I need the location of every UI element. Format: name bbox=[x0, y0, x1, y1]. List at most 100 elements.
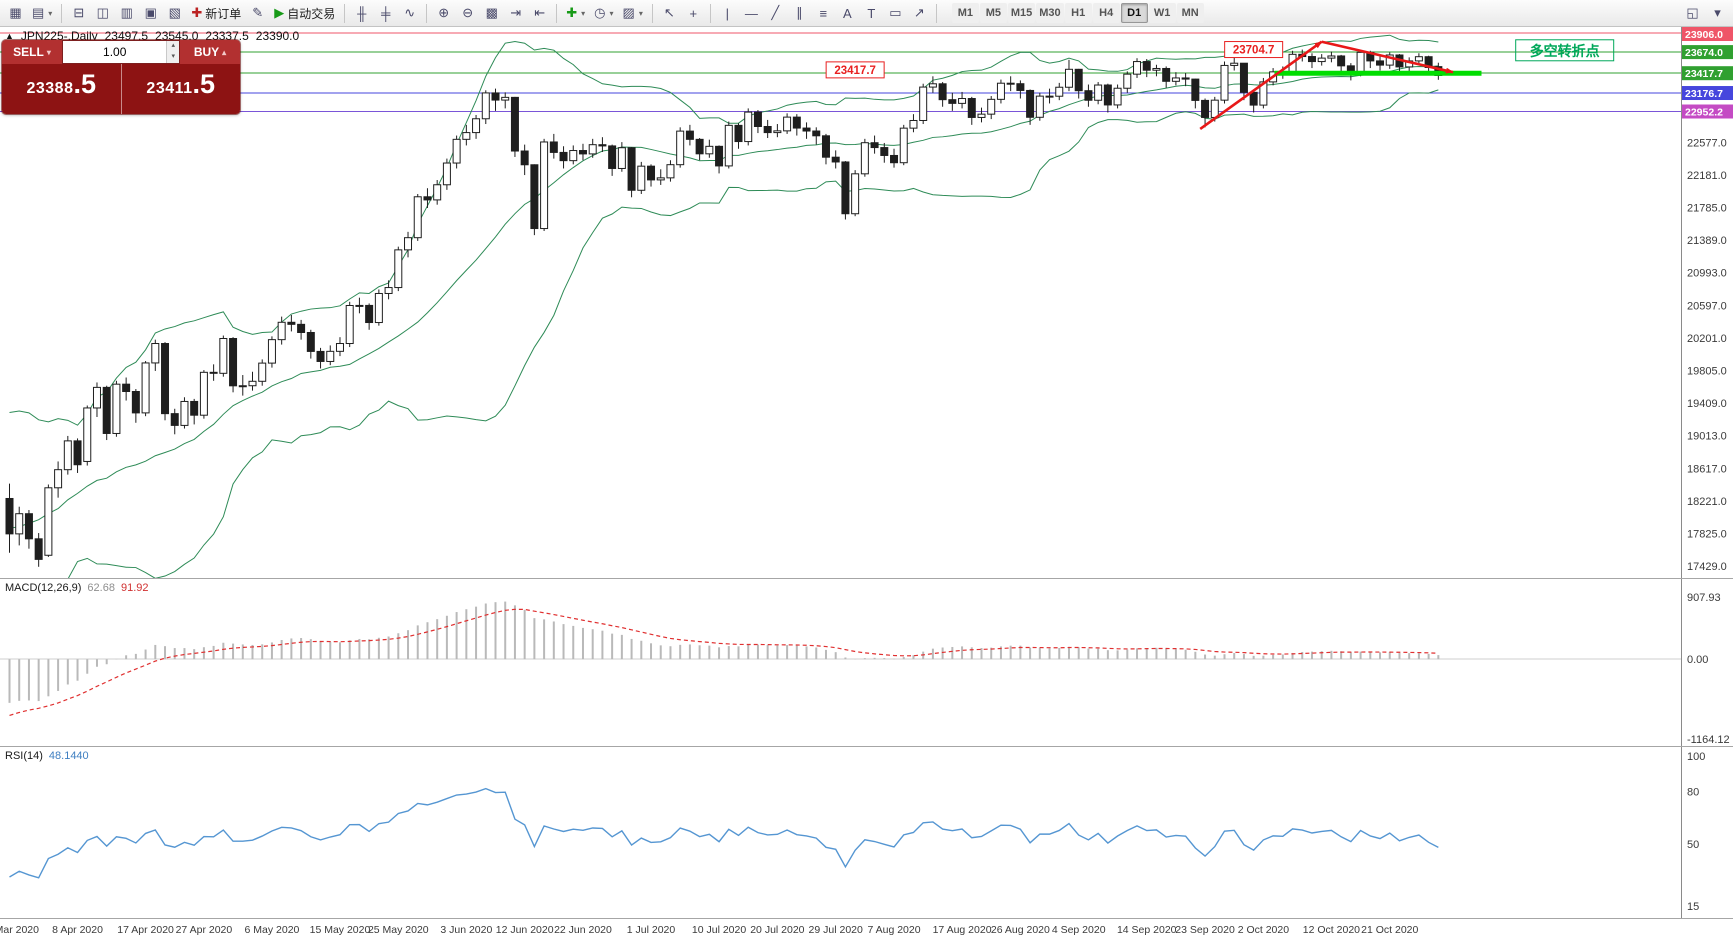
sell-button[interactable]: SELL ▾ bbox=[2, 40, 62, 64]
arrows-icon[interactable]: ↗ bbox=[908, 2, 931, 24]
svg-text:50: 50 bbox=[1687, 839, 1699, 851]
svg-text:30 Mar 2020: 30 Mar 2020 bbox=[0, 924, 39, 936]
channel-icon[interactable]: ∥ bbox=[788, 2, 811, 24]
svg-text:12 Jun 2020: 12 Jun 2020 bbox=[496, 924, 554, 936]
svg-text:22577.0: 22577.0 bbox=[1687, 137, 1727, 149]
text-icon[interactable]: A bbox=[836, 2, 859, 24]
shapes-icon[interactable]: ▭ bbox=[884, 2, 907, 24]
auto-scroll-icon-glyph: ⇥ bbox=[510, 5, 522, 20]
note-text: 多空转折点 bbox=[1530, 43, 1600, 59]
macd-panel[interactable] bbox=[0, 601, 1681, 716]
auto-scroll-icon[interactable]: ⇥ bbox=[504, 2, 527, 24]
strategy-tester-icon[interactable]: ▧ bbox=[163, 2, 186, 24]
buy-button[interactable]: BUY ▴ bbox=[180, 40, 240, 64]
toolbar-separator bbox=[556, 3, 558, 23]
zoom-out-icon[interactable]: ⊖ bbox=[456, 2, 479, 24]
new-order-button-label: 新订单 bbox=[205, 6, 242, 21]
timeframe-button-M5[interactable]: M5 bbox=[979, 3, 1007, 23]
periods-button[interactable]: ◷ ▾ bbox=[590, 2, 617, 24]
volume-input[interactable] bbox=[63, 41, 167, 63]
svg-text:22 Jun 2020: 22 Jun 2020 bbox=[554, 924, 612, 936]
axis-price-tag bbox=[1682, 45, 1733, 60]
volume-increase-button[interactable]: ▴ bbox=[167, 41, 179, 52]
terminal-icon[interactable]: ▣ bbox=[139, 2, 162, 24]
trend-arrow-line[interactable] bbox=[1321, 40, 1454, 74]
zoom-in-icon[interactable]: ⊕ bbox=[432, 2, 455, 24]
timeframe-button-M30[interactable]: M30 bbox=[1036, 3, 1064, 23]
cursor-icon[interactable]: ↖ bbox=[658, 2, 681, 24]
text-label-icon[interactable]: T bbox=[860, 2, 883, 24]
svg-text:18221.0: 18221.0 bbox=[1687, 496, 1727, 508]
svg-text:100: 100 bbox=[1687, 751, 1705, 763]
arrows-icon-glyph: ↗ bbox=[913, 5, 925, 20]
toolbar: ▦ ▤ ▾ ⊟ ◫ ▥ ▣ ▧ ✚ 新订单 ✎ ▶ 自动交易 ╫ ╪ ∿ ⊕ ⊖ ▩ ⇥ ⇤ ✚ ▾ ◷ ▾ ▨ ▾ ↖ + | ― ╱ ∥ ≡ A… bbox=[0, 0, 1733, 27]
svg-text:22181.0: 22181.0 bbox=[1687, 170, 1727, 182]
candlestick-series bbox=[5, 49, 1443, 567]
chart-area[interactable]: 23417.7 23704.7 多空转折点 22577.0 22181.0 21785.0… bbox=[0, 27, 1733, 941]
readout-low: 23337.5 bbox=[205, 29, 249, 43]
svg-text:2 Oct 2020: 2 Oct 2020 bbox=[1238, 924, 1290, 936]
timeframe-button-W1[interactable]: W1 bbox=[1148, 3, 1176, 23]
timeframe-button-H4[interactable]: H4 bbox=[1092, 3, 1120, 23]
toolbar-separator bbox=[651, 3, 653, 23]
market-watch-icon[interactable]: ⊟ bbox=[67, 2, 90, 24]
new-order-button-glyph: ✚ bbox=[191, 5, 203, 20]
vertical-line-icon[interactable]: | bbox=[716, 2, 739, 24]
trend-arrow-line[interactable] bbox=[1199, 40, 1323, 131]
buy-price-main: 23411 bbox=[146, 80, 193, 97]
candlestick-chart-icon[interactable]: ╪ bbox=[374, 2, 397, 24]
timeframe-button-M1[interactable]: M1 bbox=[951, 3, 979, 23]
svg-text:80: 80 bbox=[1687, 786, 1699, 798]
rsi-panel[interactable] bbox=[9, 787, 1439, 879]
templates-button[interactable]: ▨ ▾ bbox=[619, 2, 647, 24]
svg-text:21785.0: 21785.0 bbox=[1687, 203, 1727, 215]
svg-text:19013.0: 19013.0 bbox=[1687, 431, 1727, 443]
indicators-button[interactable]: ✚ ▾ bbox=[562, 2, 589, 24]
timeframe-button-H1[interactable]: H1 bbox=[1064, 3, 1092, 23]
dock-window-icon[interactable]: ◱ bbox=[1681, 2, 1704, 24]
rsi-line bbox=[9, 787, 1439, 879]
timeframe-button-MN[interactable]: MN bbox=[1176, 3, 1204, 23]
shapes-icon-glyph: ▭ bbox=[889, 5, 902, 20]
volume-decrease-button[interactable]: ▾ bbox=[167, 52, 179, 63]
price-annotation-box[interactable] bbox=[825, 61, 885, 79]
trendline-icon[interactable]: ╱ bbox=[764, 2, 787, 24]
dropdown-caret-icon: ▾ bbox=[609, 8, 614, 18]
main-price-panel[interactable]: 23417.7 23704.7 多空转折点 bbox=[0, 32, 1681, 644]
symbol-marker-icon: ▲ bbox=[5, 31, 14, 41]
sell-price-fraction: .5 bbox=[73, 69, 97, 99]
axis-price-tag bbox=[1682, 66, 1733, 81]
svg-text:21389.0: 21389.0 bbox=[1687, 235, 1727, 247]
tile-windows-icon[interactable]: ▩ bbox=[480, 2, 503, 24]
new-order-button[interactable]: ✚ 新订单 bbox=[187, 2, 245, 24]
timeframe-button-M15[interactable]: M15 bbox=[1007, 3, 1036, 23]
chart-canvas[interactable]: 23417.7 23704.7 多空转折点 22577.0 22181.0 21785.0… bbox=[0, 27, 1733, 941]
zoom-out-icon-glyph: ⊖ bbox=[462, 5, 474, 20]
timeframe-button-D1[interactable]: D1 bbox=[1120, 3, 1148, 23]
bar-chart-icon[interactable]: ╫ bbox=[350, 2, 373, 24]
navigator-icon[interactable]: ▥ bbox=[115, 2, 138, 24]
note-box[interactable] bbox=[1515, 39, 1615, 62]
zoom-in-icon-glyph: ⊕ bbox=[438, 5, 450, 20]
chart-shift-icon[interactable]: ⇤ bbox=[528, 2, 551, 24]
panel-toggle-icon[interactable]: ▾ bbox=[1706, 2, 1729, 24]
readout-high: 23545.0 bbox=[155, 29, 199, 43]
autotrading-button[interactable]: ▶ 自动交易 bbox=[270, 2, 339, 24]
svg-text:17 Aug 2020: 17 Aug 2020 bbox=[933, 924, 992, 936]
svg-text:10 Jul 2020: 10 Jul 2020 bbox=[692, 924, 746, 936]
svg-text:21 Oct 2020: 21 Oct 2020 bbox=[1361, 924, 1418, 936]
svg-text:27 Apr 2020: 27 Apr 2020 bbox=[176, 924, 233, 936]
svg-text:20 Jul 2020: 20 Jul 2020 bbox=[750, 924, 804, 936]
line-chart-icon[interactable]: ∿ bbox=[398, 2, 421, 24]
crosshair-icon[interactable]: + bbox=[682, 2, 705, 24]
data-window-icon[interactable]: ◫ bbox=[91, 2, 114, 24]
horizontal-line-icon[interactable]: ― bbox=[740, 2, 763, 24]
chart-profiles-icon[interactable]: ▤ ▾ bbox=[28, 2, 56, 24]
metaeditor-icon[interactable]: ✎ bbox=[246, 2, 269, 24]
price-annotation-box[interactable] bbox=[1224, 41, 1284, 59]
sell-price-button[interactable]: 23388 .5 bbox=[2, 64, 121, 114]
new-chart-icon[interactable]: ▦ bbox=[4, 2, 27, 24]
fibonacci-icon[interactable]: ≡ bbox=[812, 2, 835, 24]
buy-price-button[interactable]: 23411 .5 bbox=[120, 64, 241, 114]
